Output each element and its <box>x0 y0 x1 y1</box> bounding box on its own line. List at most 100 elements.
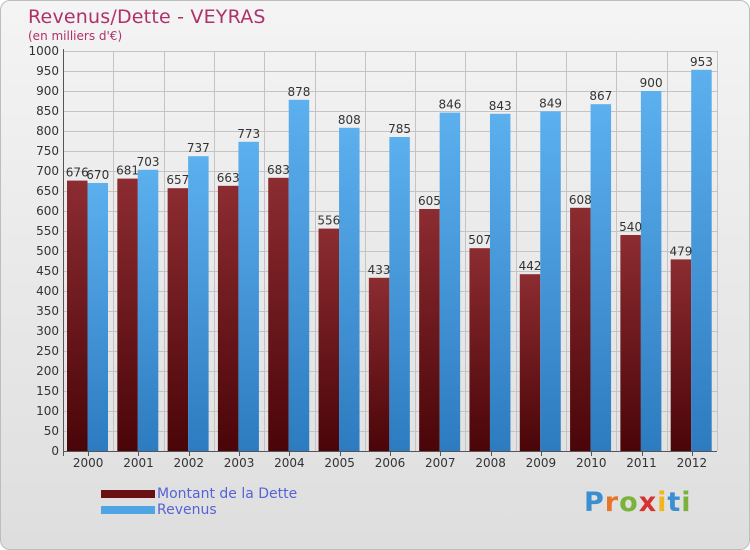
x-tick-label: 2009 <box>526 456 557 470</box>
bar-revenus <box>439 112 461 451</box>
data-label-revenus: 808 <box>338 113 361 127</box>
y-tick-label: 400 <box>36 284 59 298</box>
data-label-dette: 479 <box>669 244 692 258</box>
x-tick-label: 2011 <box>626 456 657 470</box>
y-tick-label: 250 <box>36 344 59 358</box>
data-label-revenus: 703 <box>137 155 160 169</box>
legend-swatch-revenus <box>101 506 155 514</box>
bar-revenus <box>640 91 662 451</box>
y-tick-label: 550 <box>36 224 59 238</box>
legend-label-dette: Montant de la Dette <box>157 486 298 502</box>
y-tick-label: 300 <box>36 324 59 338</box>
data-label-dette: 442 <box>519 259 542 273</box>
legend-swatch-dette <box>101 490 155 498</box>
x-tick-label: 2010 <box>576 456 607 470</box>
y-tick-label: 900 <box>36 84 59 98</box>
y-tick-label: 850 <box>36 104 59 118</box>
x-tick-label: 2000 <box>73 456 104 470</box>
y-tick-label: 700 <box>36 164 59 178</box>
bar-dette <box>217 185 239 452</box>
bar-revenus <box>87 183 108 451</box>
bar-revenus <box>339 127 360 452</box>
bar-revenus <box>137 169 159 452</box>
data-label-dette: 681 <box>116 164 139 178</box>
data-label-revenus: 737 <box>187 141 210 155</box>
data-label-revenus: 843 <box>489 99 512 113</box>
y-tick-label: 650 <box>36 184 59 198</box>
x-tick-label: 2004 <box>274 456 305 470</box>
legend: Montant de la Dette Revenus <box>101 486 297 518</box>
y-tick-label: 750 <box>36 144 59 158</box>
x-tick-label: 2001 <box>123 456 154 470</box>
bar-dette <box>117 178 138 451</box>
data-label-revenus: 867 <box>589 89 612 103</box>
bar-revenus <box>691 69 712 452</box>
data-label-dette: 608 <box>569 193 592 207</box>
x-tick-label: 2006 <box>375 456 406 470</box>
bar-revenus <box>489 113 511 452</box>
data-label-revenus: 846 <box>438 98 461 112</box>
bar-dette <box>318 228 340 451</box>
x-tick-label: 2008 <box>475 456 506 470</box>
data-label-revenus: 773 <box>237 127 260 141</box>
data-label-dette: 683 <box>267 163 290 177</box>
bar-dette <box>570 207 591 451</box>
legend-item-dette: Montant de la Dette <box>101 486 297 502</box>
data-label-dette: 507 <box>468 233 491 247</box>
bar-revenus <box>188 156 209 451</box>
y-tick-label: 600 <box>36 204 59 218</box>
bar-dette <box>368 277 390 451</box>
data-label-dette: 657 <box>166 173 189 187</box>
proxiti-logo: Proxiti <box>584 487 692 518</box>
bar-dette <box>519 274 541 451</box>
bar-dette <box>268 177 289 452</box>
legend-label-revenus: Revenus <box>157 502 217 518</box>
data-label-dette: 605 <box>418 194 441 208</box>
bar-revenus <box>389 137 410 451</box>
chart-title: Revenus/Dette - VEYRAS <box>28 6 266 28</box>
y-tick-label: 500 <box>36 244 59 258</box>
bar-revenus <box>540 111 561 452</box>
bar-dette <box>670 259 692 451</box>
bar-dette <box>167 188 189 451</box>
data-label-dette: 676 <box>66 166 89 180</box>
data-label-revenus: 953 <box>690 55 713 69</box>
bars <box>67 69 712 452</box>
y-tick-label: 100 <box>36 404 59 418</box>
data-label-revenus: 670 <box>86 168 109 182</box>
data-label-revenus: 900 <box>640 76 663 90</box>
data-label-dette: 556 <box>317 214 340 228</box>
data-label-revenus: 878 <box>288 85 311 99</box>
data-label-revenus: 785 <box>388 122 411 136</box>
axes: 0 50 100 150 200 250 300 350 400 450 500 550 600 650 7… <box>28 44 717 470</box>
x-tick-label: 2002 <box>173 456 204 470</box>
data-label-dette: 663 <box>217 171 240 185</box>
legend-item-revenus: Revenus <box>101 502 297 518</box>
y-tick-label: 450 <box>36 264 59 278</box>
x-tick-label: 2007 <box>425 456 456 470</box>
y-tick-label: 200 <box>36 364 59 378</box>
bar-revenus <box>238 141 259 452</box>
x-tick-label: 2003 <box>224 456 255 470</box>
bar-revenus <box>590 104 612 451</box>
bar-dette <box>620 235 641 451</box>
data-label-dette: 540 <box>619 220 642 234</box>
y-tick-label: 0 <box>51 444 59 458</box>
y-tick-label: 950 <box>36 64 59 78</box>
data-label-dette: 433 <box>368 263 391 277</box>
chart-subtitle: (en milliers d'€) <box>28 29 123 43</box>
y-tick-label: 150 <box>36 384 59 398</box>
data-label-revenus: 849 <box>539 96 562 110</box>
y-tick-label: 350 <box>36 304 59 318</box>
bar-dette <box>67 180 88 451</box>
bar-dette <box>469 248 490 451</box>
x-tick-label: 2012 <box>677 456 708 470</box>
x-tick-label: 2005 <box>324 456 355 470</box>
bar-dette <box>419 209 440 451</box>
y-tick-label: 50 <box>44 424 59 438</box>
y-tick-label: 800 <box>36 124 59 138</box>
bar-revenus <box>288 99 310 452</box>
